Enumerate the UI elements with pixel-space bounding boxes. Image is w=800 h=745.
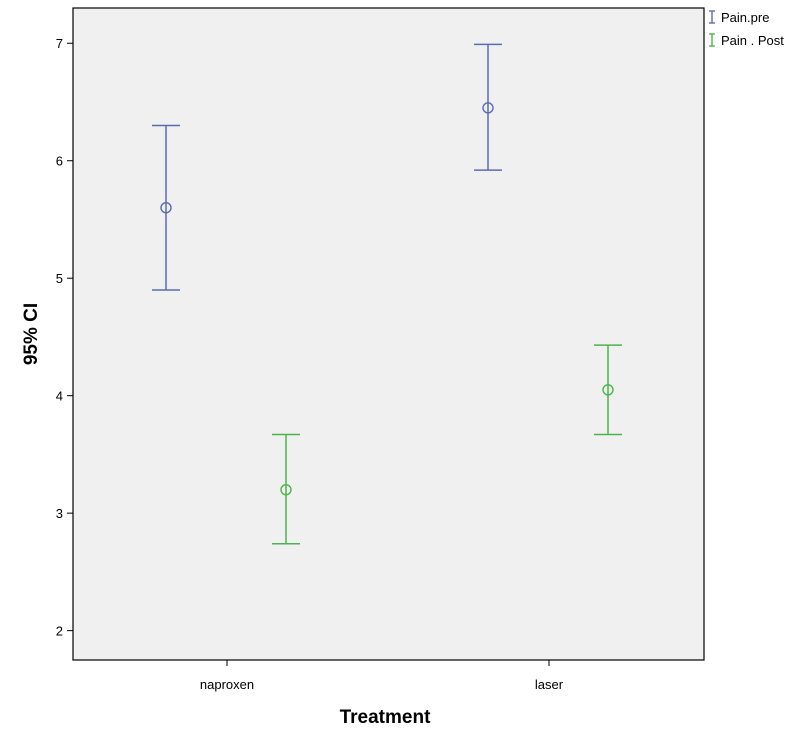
error-bar-pain-pre-laser <box>474 43 502 171</box>
x-tick-label: laser <box>535 677 564 692</box>
mean-marker <box>602 384 614 396</box>
y-axis: 2 3 4 5 6 7 <box>56 36 73 639</box>
y-tick-label: 7 <box>56 36 63 51</box>
error-bar-pain-pre-naproxen <box>152 124 180 291</box>
y-tick-label: 6 <box>56 154 63 169</box>
legend-item: Pain.pre <box>709 10 769 25</box>
y-axis-title: 95% CI <box>21 303 42 365</box>
y-tick-label: 3 <box>56 506 63 521</box>
legend-item: Pain . Post <box>709 33 784 48</box>
mean-marker <box>160 202 172 214</box>
y-tick-label: 4 <box>56 389 63 404</box>
y-tick-label: 2 <box>56 624 63 639</box>
legend: Pain.pre Pain . Post <box>709 10 784 48</box>
mean-marker <box>482 102 494 114</box>
x-axis: naproxen laser <box>200 660 564 692</box>
error-bar-pain-post-naproxen <box>272 433 300 545</box>
x-tick-label: naproxen <box>200 677 254 692</box>
legend-label: Pain . Post <box>721 33 784 48</box>
error-bars <box>152 43 622 545</box>
legend-label: Pain.pre <box>721 10 769 25</box>
mean-marker <box>280 483 292 496</box>
y-tick-label: 5 <box>56 271 63 286</box>
plot-area <box>72 7 705 661</box>
error-bar-pain-post-laser <box>594 344 622 436</box>
x-axis-title: Treatment <box>340 707 431 728</box>
